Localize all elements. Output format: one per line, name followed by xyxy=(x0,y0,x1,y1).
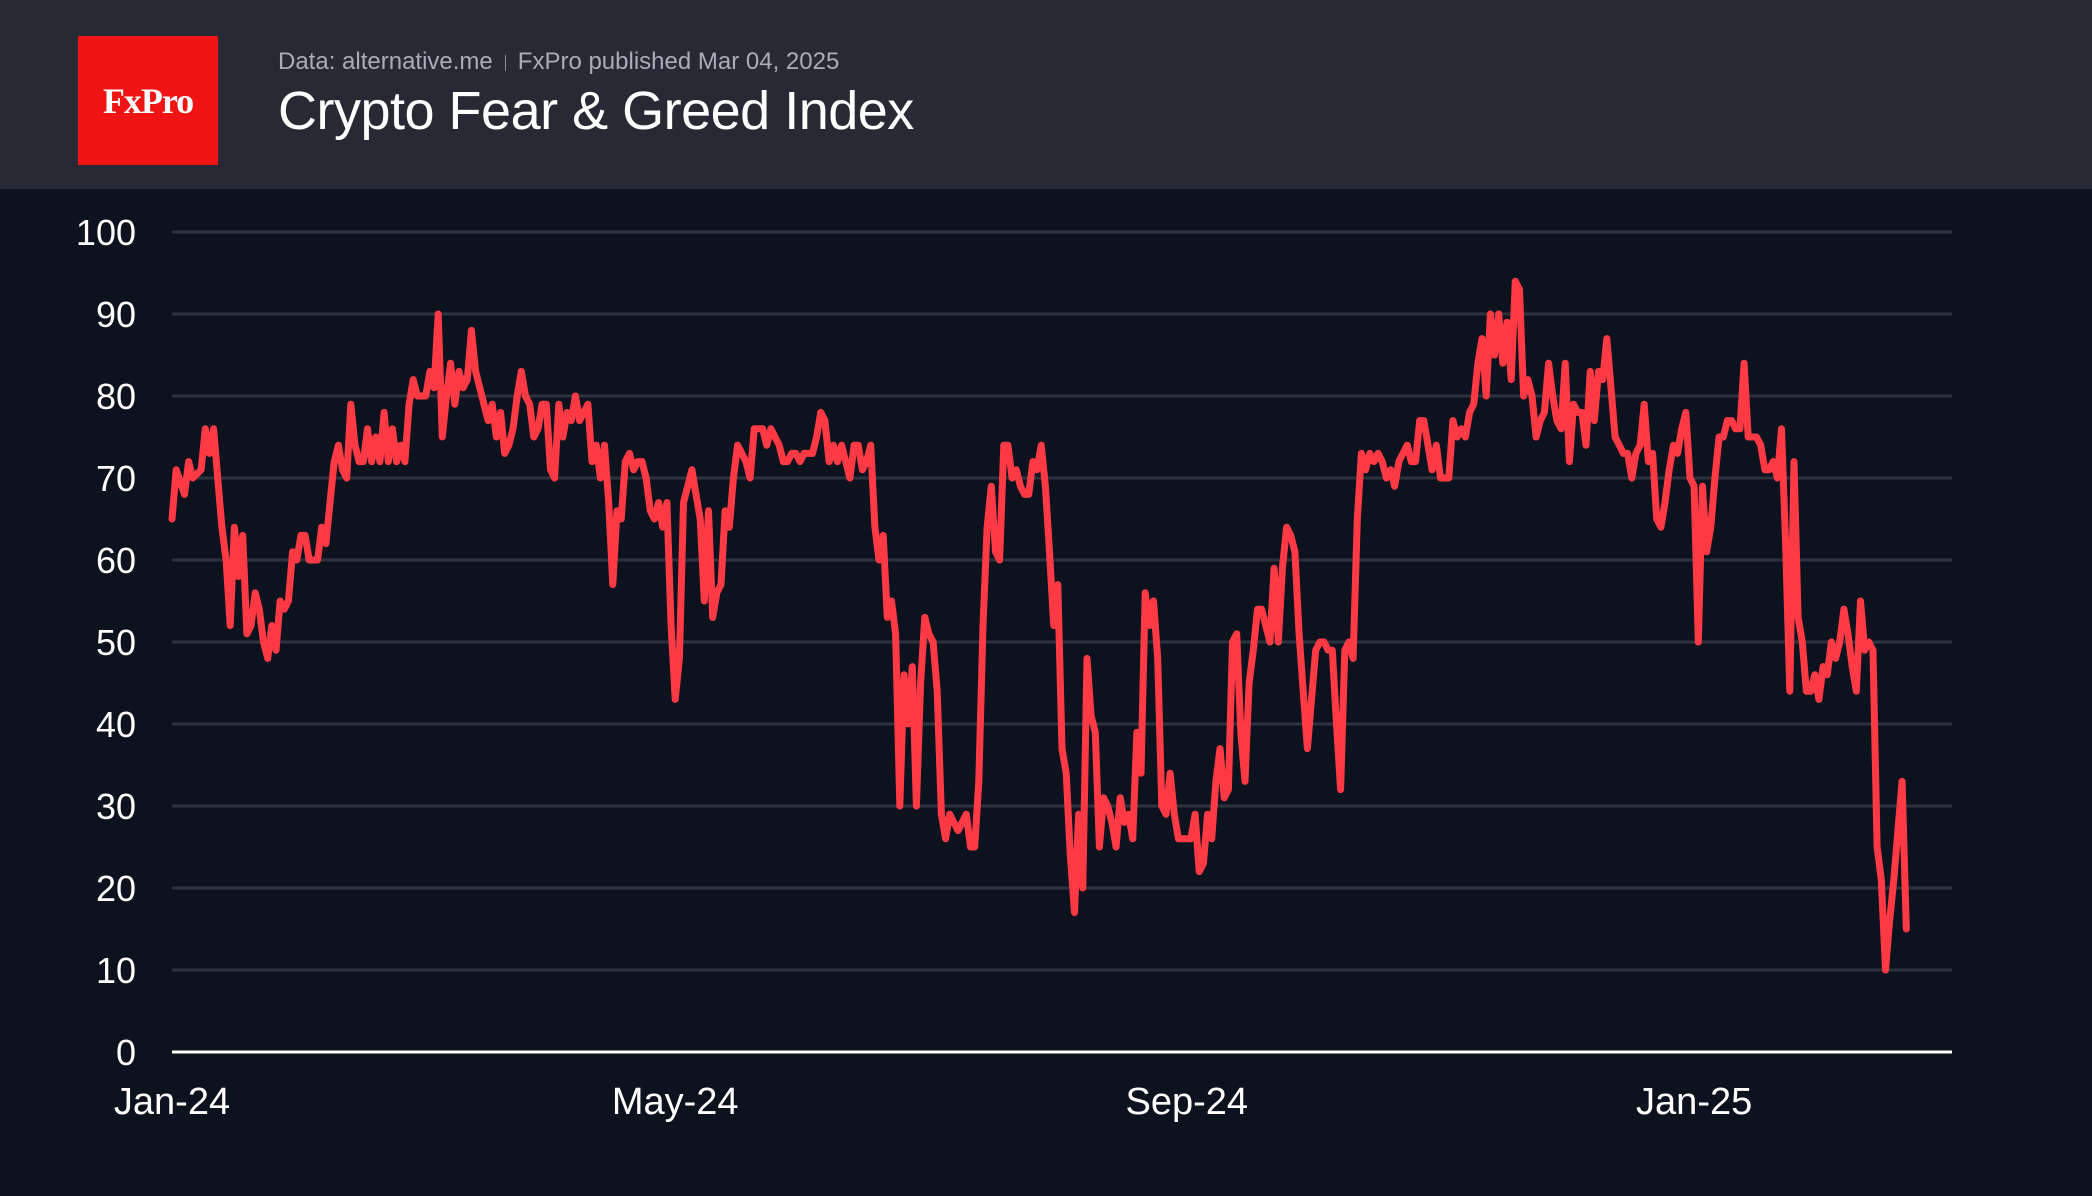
y-tick-label: 40 xyxy=(96,704,136,745)
data-source: Data: alternative.me xyxy=(278,48,493,75)
publish-info: FxPro published Mar 04, 2025 xyxy=(517,48,840,75)
y-tick-label: 70 xyxy=(96,458,136,499)
y-tick-label: 90 xyxy=(96,294,136,335)
y-tick-label: 20 xyxy=(96,868,136,909)
header-bar: FxPro Data: alternative.me FxPro publishe… xyxy=(0,0,2092,189)
meta-separator xyxy=(504,54,506,71)
y-tick-label: 0 xyxy=(116,1032,136,1073)
y-tick-label: 50 xyxy=(96,622,136,663)
y-tick-label: 10 xyxy=(96,950,136,991)
chart-meta: Data: alternative.me FxPro published Mar … xyxy=(278,48,839,76)
x-tick-label: Sep-24 xyxy=(1125,1081,1248,1123)
x-tick-label: Jan-25 xyxy=(1636,1081,1752,1123)
x-tick-label: May-24 xyxy=(612,1081,739,1123)
y-tick-label: 60 xyxy=(96,540,136,581)
y-tick-label: 80 xyxy=(96,376,136,417)
y-tick-label: 30 xyxy=(96,786,136,827)
fxpro-logo: FxPro xyxy=(78,36,218,165)
series-line-fear-greed-index xyxy=(168,277,1910,974)
x-tick-label: Jan-24 xyxy=(114,1081,230,1123)
chart-title: Crypto Fear & Greed Index xyxy=(278,81,914,141)
y-tick-label: 100 xyxy=(76,212,136,253)
